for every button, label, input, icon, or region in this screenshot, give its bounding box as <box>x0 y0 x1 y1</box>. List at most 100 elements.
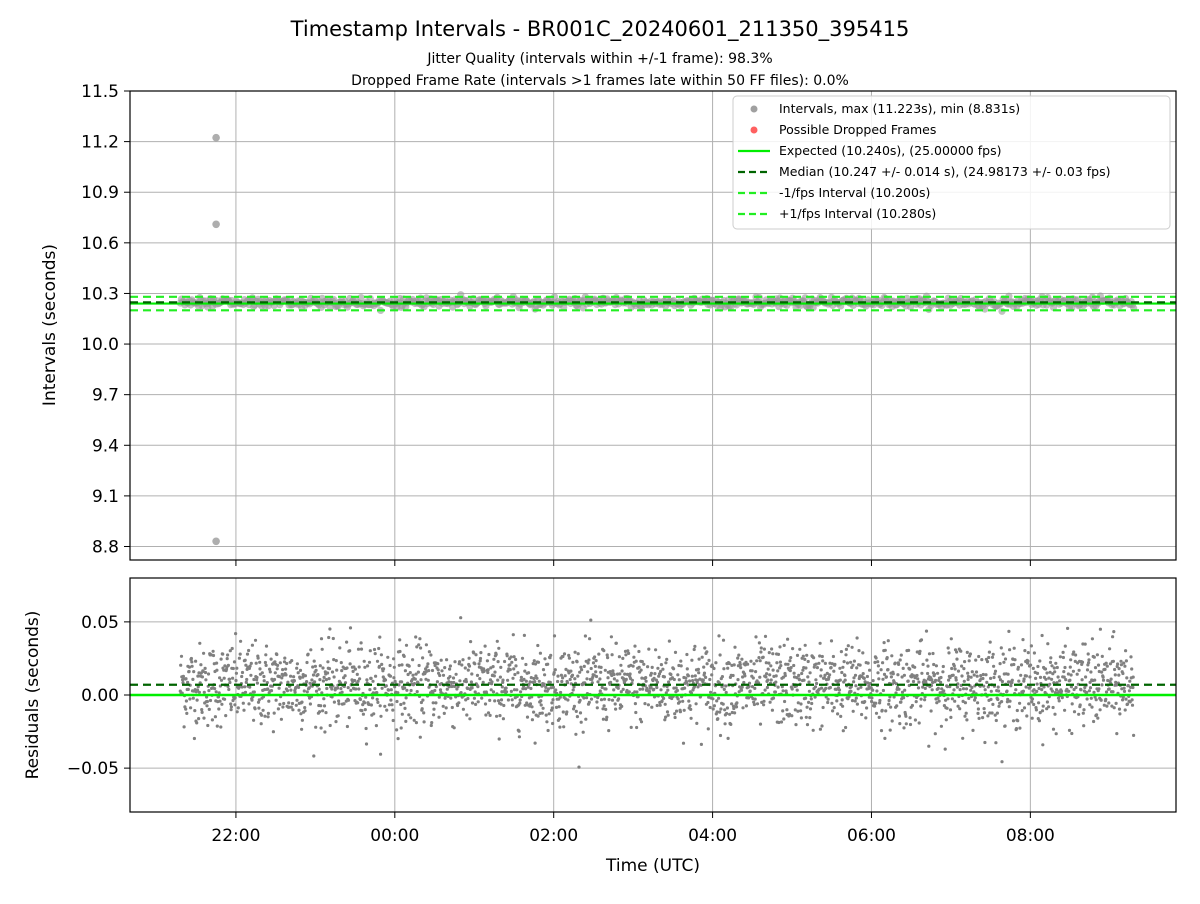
residual-point <box>981 676 985 681</box>
residual-point <box>701 678 705 682</box>
residual-point <box>996 697 1000 702</box>
residual-point <box>552 634 557 638</box>
chart-subtitle-dropped: Dropped Frame Rate (intervals >1 frames … <box>351 73 849 89</box>
residual-point <box>1016 719 1020 723</box>
residual-point <box>229 708 233 712</box>
residual-point <box>967 659 971 663</box>
time-x-tick-label: 02:00 <box>529 826 578 846</box>
residual-point <box>198 681 202 685</box>
residual-point <box>483 702 488 706</box>
residual-point <box>504 690 509 694</box>
residual-point <box>418 637 422 641</box>
residual-point <box>902 673 907 677</box>
residual-point <box>722 667 726 671</box>
residual-point <box>363 708 367 712</box>
residual-point <box>572 685 576 689</box>
residual-point <box>412 682 417 686</box>
residual-point <box>591 661 596 665</box>
residual-point <box>655 703 659 708</box>
residual-point <box>411 658 415 662</box>
residual-point <box>899 653 903 657</box>
residual-point <box>599 670 603 674</box>
residual-point <box>692 647 696 652</box>
residual-point <box>332 700 336 704</box>
residual-point <box>1070 702 1074 706</box>
residual-point <box>620 669 624 673</box>
residual-point <box>448 667 452 671</box>
residual-point <box>421 656 425 660</box>
residual-point <box>1024 685 1028 689</box>
residual-point <box>1006 672 1010 676</box>
residual-point <box>972 690 976 694</box>
residual-point <box>519 675 524 680</box>
residual-point <box>546 687 551 691</box>
residual-point <box>898 658 902 662</box>
residual-point <box>448 675 452 679</box>
residual-point <box>458 679 462 683</box>
residual-point <box>511 633 515 637</box>
residual-point <box>205 704 209 708</box>
residual-point <box>390 703 394 707</box>
residual-point <box>552 671 556 675</box>
residual-point <box>820 654 824 659</box>
residual-point <box>1110 704 1114 708</box>
residual-point <box>1024 674 1028 678</box>
residual-point <box>240 685 244 689</box>
residual-point <box>683 686 687 690</box>
residual-point <box>478 659 482 663</box>
residual-point <box>974 670 979 674</box>
residual-point <box>523 669 527 673</box>
residual-point <box>383 678 388 682</box>
residual-point <box>662 675 667 679</box>
residual-point <box>813 685 818 689</box>
residual-point <box>1100 654 1104 659</box>
residual-point <box>292 675 296 679</box>
residual-point <box>229 705 233 709</box>
residual-point <box>459 691 463 695</box>
residual-point <box>342 702 346 706</box>
residual-point <box>256 656 260 660</box>
residual-point <box>758 659 762 663</box>
residual-point <box>889 705 893 709</box>
residual-point <box>445 687 449 691</box>
residual-point <box>234 632 238 636</box>
residual-point <box>664 691 668 695</box>
residual-point <box>956 704 960 708</box>
residual-point <box>1071 669 1075 673</box>
residual-point <box>653 672 657 676</box>
residual-point <box>834 679 838 683</box>
residual-point <box>582 664 586 669</box>
residual-point <box>287 705 291 709</box>
residual-point <box>389 698 393 702</box>
residual-point <box>900 690 905 694</box>
residual-point <box>1059 689 1064 693</box>
residual-point <box>1040 688 1044 692</box>
residual-point <box>263 714 267 718</box>
residual-point <box>614 707 618 711</box>
residual-point <box>624 653 628 657</box>
residual-point <box>654 648 658 652</box>
residual-point <box>785 708 789 712</box>
residual-point <box>197 717 201 721</box>
residual-point <box>200 708 204 712</box>
residual-point <box>220 702 224 706</box>
residual-point <box>711 697 715 701</box>
residual-point <box>667 680 671 684</box>
legend-label-dropped: Possible Dropped Frames <box>779 122 936 137</box>
residual-point <box>556 674 560 678</box>
residual-point <box>487 652 491 657</box>
residual-point <box>732 706 736 711</box>
residual-point <box>402 654 406 659</box>
residual-point <box>504 686 508 690</box>
residual-point <box>310 678 314 682</box>
residual-point <box>705 662 709 666</box>
time-x-tick-label: 04:00 <box>688 826 737 846</box>
residual-point <box>906 679 910 683</box>
intervals-y-tick-label: 10.0 <box>81 335 119 355</box>
residual-point <box>565 710 569 714</box>
residual-point <box>699 742 704 747</box>
residual-point <box>482 669 486 674</box>
residual-point <box>387 688 391 692</box>
residual-point <box>740 685 744 689</box>
residual-point <box>358 697 362 702</box>
